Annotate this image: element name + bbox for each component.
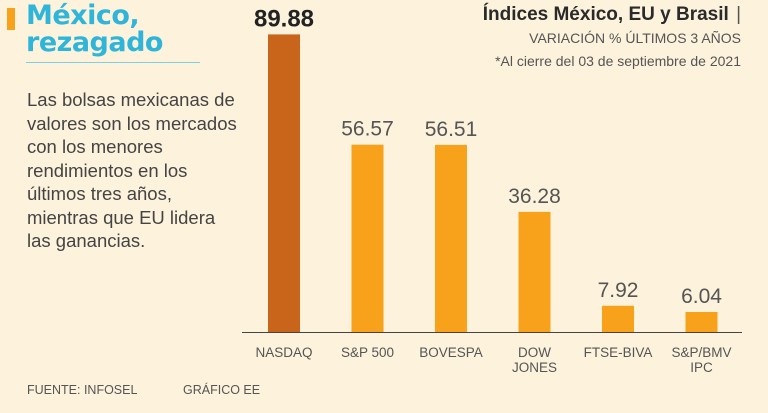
headline-line-1: México, xyxy=(26,0,140,31)
bar-value-label-1: 56.57 xyxy=(341,118,394,141)
accent-bar xyxy=(7,8,15,30)
x-tick-label-3-line-1: JONES xyxy=(512,360,557,375)
footer-credit: GRÁFICO EE xyxy=(183,383,261,397)
headline-line-2: rezagado xyxy=(26,27,164,58)
x-tick-label-3-line-0: DOW xyxy=(518,345,551,360)
headline: México, rezagado xyxy=(26,0,164,58)
bar-value-label-2: 56.51 xyxy=(425,118,478,141)
body-text: Las bolsas mexicanas de valores son los … xyxy=(27,89,237,251)
x-tick-label-1: S&P 500 xyxy=(341,345,394,360)
x-tick-label-4: FTSE-BIVA xyxy=(584,345,653,360)
bar-value-label-4: 7.92 xyxy=(598,279,639,302)
bar-0 xyxy=(268,34,300,332)
title-rule xyxy=(26,62,200,63)
x-tick-label-2: BOVESPA xyxy=(419,345,483,360)
x-tick-label-0: NASDAQ xyxy=(255,345,312,360)
bar-value-label-5: 6.04 xyxy=(681,285,722,308)
chart-title-pipe: | xyxy=(736,4,741,25)
chart-title-text: Índices México, EU y Brasil xyxy=(482,4,729,25)
chart-title: Índices México, EU y Brasil | xyxy=(483,4,741,26)
bar-4 xyxy=(602,305,634,332)
bar-3 xyxy=(518,211,551,332)
chart-note: *Al cierre del 03 de septiembre de 2021 xyxy=(495,53,741,69)
bar-2 xyxy=(435,144,467,332)
bar-value-label-0: 89.88 xyxy=(254,5,314,32)
bar-5 xyxy=(685,312,718,332)
footer-source: FUENTE: INFOSEL xyxy=(27,383,138,397)
bar-1 xyxy=(351,144,384,332)
bar-value-label-3: 36.28 xyxy=(508,185,561,208)
chart-subtitle: VARIACIÓN % ÚLTIMOS 3 AÑOS xyxy=(529,30,741,46)
x-tick-label-5-line-1: IPC xyxy=(690,360,713,375)
x-tick-label-5-line-0: S&P/BMV xyxy=(671,345,731,360)
